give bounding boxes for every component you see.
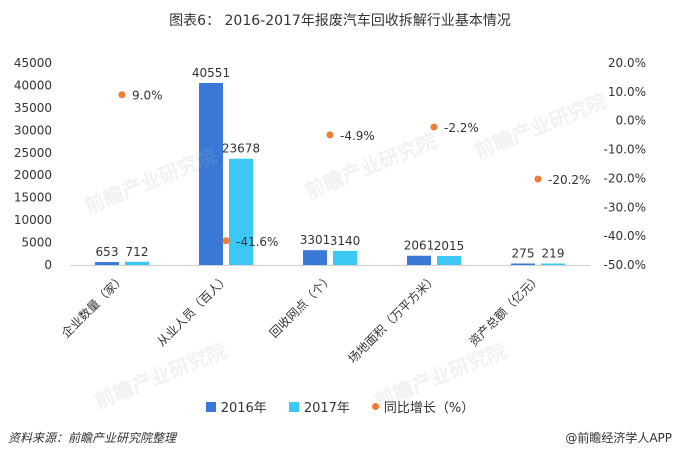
data-label: 3140	[330, 234, 361, 248]
growth-label: -4.9%	[340, 129, 375, 143]
bar-2017	[437, 255, 461, 265]
y-tick-label: 30000	[14, 123, 52, 137]
x-tick-label: 从业人员（百人）	[154, 271, 232, 349]
bar-2016	[407, 255, 431, 265]
x-tick-label: 企业数量（家）	[58, 271, 128, 341]
y2-tick-label: 0.0%	[616, 114, 647, 128]
x-tick-label: 回收网点（个）	[267, 271, 336, 340]
bar-2016	[303, 250, 327, 265]
growth-point	[326, 131, 334, 139]
bar-2017	[125, 261, 149, 265]
y2-tick-label: -40.0%	[604, 229, 646, 243]
y-tick-label: 10000	[14, 213, 52, 227]
y-tick-label: 5000	[21, 236, 52, 250]
y-tick-label: 15000	[14, 191, 52, 205]
bars	[95, 82, 565, 265]
growth-label: -20.2%	[548, 173, 590, 187]
y2-tick-label: -20.0%	[604, 171, 646, 185]
y2-tick-label: -50.0%	[604, 258, 646, 272]
legend-swatch-growth	[371, 403, 379, 410]
data-label: 40551	[192, 66, 230, 80]
growth-label: -41.6%	[236, 235, 278, 249]
growth-point	[118, 91, 126, 99]
growth-points: 9.0% -41.6% -4.9% -2.2% -20.2%	[118, 89, 590, 249]
x-tick-label: 场地面积（万平方米）	[345, 271, 440, 366]
data-label: 275	[512, 247, 535, 261]
legend-item-growth: 同比增长（%）	[371, 397, 475, 416]
legend-swatch-2016	[205, 401, 216, 412]
data-label: 2015	[434, 239, 465, 253]
growth-label: 9.0%	[132, 89, 163, 103]
bar-2016	[95, 262, 119, 265]
y2-tick-label: -10.0%	[604, 143, 646, 157]
y2-tick-label: 20.0%	[608, 56, 646, 70]
growth-point	[430, 123, 438, 131]
chart-title: 图表6： 2016-2017年报废汽车回收拆解行业基本情况	[169, 13, 511, 29]
bar-2016	[511, 263, 535, 265]
bar-2017	[333, 250, 357, 265]
legend-label-growth: 同比增长（%）	[383, 401, 475, 416]
y2-tick-label: -30.0%	[604, 200, 646, 214]
data-label: 219	[542, 247, 565, 261]
bar-2017	[541, 263, 565, 265]
bar-labels: 653 712 40551 23678 3301 3140 2061 2015 275 219	[96, 66, 565, 261]
growth-label: -2.2%	[444, 121, 479, 135]
source-note: 资料来源：前瞻产业研究院整理	[8, 431, 177, 445]
legend: 2016年 2017年 同比增长（%）	[0, 397, 680, 416]
bar-2017	[229, 158, 253, 265]
legend-swatch-2017	[288, 401, 299, 412]
y-tick-label: 45000	[14, 56, 52, 70]
brand-label: @前瞻经济学人APP	[565, 431, 672, 445]
legend-item-2016: 2016年	[205, 397, 267, 416]
data-label: 23678	[222, 142, 260, 156]
bar-2016	[199, 82, 223, 265]
data-label: 653	[96, 245, 119, 259]
y2-tick-label: 10.0%	[608, 85, 646, 99]
y-tick-label: 20000	[14, 168, 52, 182]
legend-label-2017: 2017年	[303, 401, 350, 416]
y-tick-label: 25000	[14, 146, 52, 160]
y-tick-label: 35000	[14, 101, 52, 115]
legend-item-2017: 2017年	[288, 397, 350, 416]
y-tick-label: 40000	[14, 78, 52, 92]
y-axis-right: 20.0% 10.0% 0.0% -10.0% -20.0% -30.0% -40.0% -5…	[604, 56, 646, 272]
x-tick-label: 资产总额（亿元）	[466, 271, 544, 349]
legend-label-2016: 2016年	[220, 401, 267, 416]
growth-point	[222, 237, 230, 245]
growth-point	[534, 175, 542, 183]
data-label: 3301	[300, 233, 331, 247]
y-tick-label: 0	[44, 258, 52, 272]
data-label: 712	[126, 245, 149, 259]
y-axis-left: 0 5000 10000 15000 20000 25000 30000 35000 40000…	[14, 56, 52, 272]
x-axis-labels: 企业数量（家） 从业人员（百人） 回收网点（个） 场地面积（万平方米） 资产总额（亿元）	[58, 271, 544, 366]
data-label: 2061	[404, 239, 435, 253]
